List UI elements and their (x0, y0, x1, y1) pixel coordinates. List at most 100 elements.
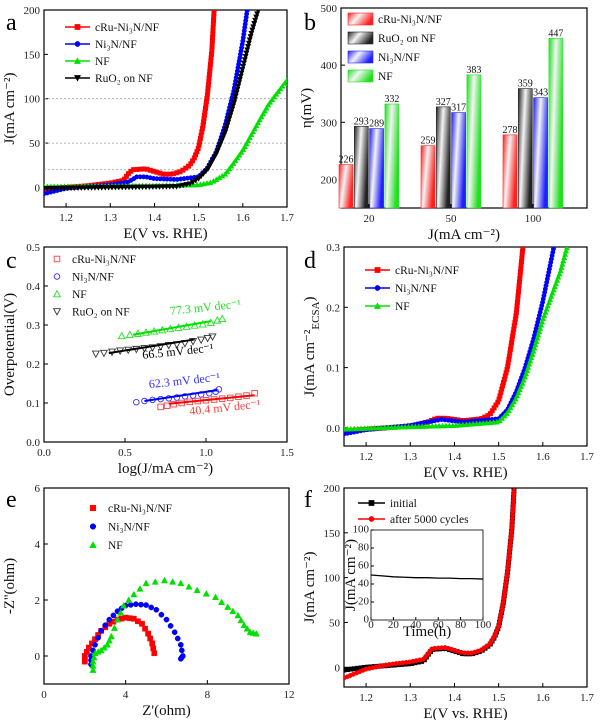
data-point (258, 113, 265, 120)
data-point (540, 315, 547, 322)
fit-line (144, 389, 218, 403)
y-tick-label: 0 (35, 651, 41, 663)
data-point (120, 601, 128, 609)
x-tick-label: 80 (455, 619, 467, 631)
y-tick-label: 0 (364, 614, 370, 626)
data-point (524, 367, 531, 374)
panel-letter: c (6, 248, 17, 274)
data-point (527, 357, 534, 364)
legend-label: cRu-Ni₃N/NF (395, 265, 459, 277)
legend-marker (374, 267, 381, 273)
series-NF (89, 576, 260, 673)
data-point (174, 635, 181, 642)
bar (420, 145, 436, 209)
legend-marker (52, 289, 62, 298)
data-point (213, 316, 222, 324)
data-point (142, 625, 148, 632)
data-point (224, 168, 231, 174)
data-point (228, 162, 235, 169)
data-point (136, 585, 144, 592)
data-point (261, 107, 268, 114)
data-point (253, 122, 260, 129)
data-point (177, 655, 184, 662)
legend-marker (73, 75, 82, 82)
data-point (550, 286, 557, 293)
data-point (177, 579, 185, 587)
data-point (256, 10, 261, 14)
data-point (265, 101, 272, 108)
panel-a: a 1.2 1.3 1.4 1.5 1.6 1.7 0 50 100 150 200 E(V vs. R… (2, 5, 294, 242)
data-point (145, 630, 151, 637)
data-point (519, 380, 526, 386)
data-point (526, 360, 533, 367)
category-label: 50 (446, 213, 458, 225)
data-point (529, 351, 536, 357)
bar-value-label: 259 (421, 136, 436, 147)
y-axis-label: J(mA cm⁻²ECSA) (302, 296, 322, 396)
panel-letter: e (6, 487, 17, 513)
data-point (563, 247, 570, 251)
data-point (271, 93, 278, 100)
data-point (240, 146, 247, 152)
y-axis-label-text: J(mA cm⁻² (302, 329, 318, 396)
y-axis-label-subscript: ECSA (310, 301, 322, 329)
legend-label: NF (72, 289, 87, 301)
bar-value-label: 289 (369, 119, 384, 130)
x-tick-label: 1.3 (103, 212, 117, 224)
data-point (528, 354, 535, 361)
data-point (157, 403, 164, 411)
category-label: 100 (525, 213, 542, 225)
data-point (562, 247, 570, 254)
data-point (561, 254, 568, 261)
data-point (125, 330, 134, 338)
fit-line (108, 338, 195, 355)
y-tick-label: 40 (358, 578, 370, 590)
y-tick-label: 200 (24, 5, 41, 17)
data-point (185, 583, 193, 590)
legend-marker (89, 504, 97, 512)
data-point (548, 293, 555, 299)
data-point (543, 305, 550, 312)
data-point (211, 593, 220, 601)
bar-value-label: 293 (354, 116, 369, 127)
data-point (234, 154, 241, 161)
legend-label: RuO₂ on NF (378, 33, 436, 45)
y-tick-label: 60 (358, 560, 370, 572)
y-tick-label: 50 (29, 138, 41, 150)
data-point (197, 336, 206, 345)
series-Ni₃N/NF (44, 10, 250, 197)
data-point (281, 80, 287, 86)
data-point (92, 641, 98, 648)
legend-label: NF (378, 71, 393, 83)
data-point (554, 277, 561, 283)
data-point (198, 319, 207, 328)
data-point (248, 131, 255, 138)
data-point (273, 90, 280, 97)
x-tick-label: 40 (410, 619, 422, 631)
bar (548, 37, 564, 209)
x-tick-label: 1.5 (192, 212, 206, 224)
data-point (176, 183, 183, 190)
data-point (254, 119, 262, 126)
data-point (534, 335, 541, 341)
y-axis-label-text: J(mA cm⁻²) (2, 73, 18, 145)
data-point (512, 395, 519, 402)
data-point (183, 182, 190, 188)
slope-annotation: 62.3 mV dec⁻¹ (148, 370, 221, 391)
bar-value-label: 332 (384, 94, 399, 105)
x-tick-label: 1.4 (448, 692, 462, 704)
data-point (86, 644, 92, 651)
y-axis-label-text: Overpotential(V) (2, 293, 18, 396)
data-point (236, 151, 243, 158)
data-point (237, 616, 245, 624)
y-tick-label: 200 (321, 174, 338, 186)
data-point (151, 578, 159, 585)
data-point (232, 157, 239, 164)
legend-swatch (347, 69, 374, 83)
y-tick-label: 100 (324, 573, 341, 585)
plot-frame (43, 9, 288, 208)
data-point (208, 333, 217, 341)
data-point (142, 579, 150, 587)
data-point (153, 606, 160, 613)
